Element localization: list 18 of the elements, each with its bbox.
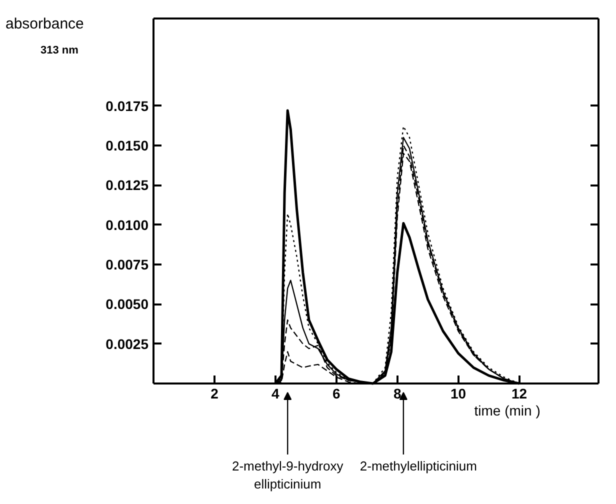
x-tick-label: 2 [210, 386, 219, 402]
y-tick-label: 0.0100 [106, 216, 149, 233]
y-tick-label: 0.0125 [106, 177, 149, 194]
x-tick-label: 10 [450, 386, 466, 402]
y-tick-label: 0.0175 [106, 98, 149, 114]
x-tick-label: 4 [272, 386, 280, 402]
y-axis-title: absorbance [6, 16, 84, 32]
x-tick-label: 6 [332, 386, 340, 402]
y-tick-label: 0.0075 [106, 256, 149, 272]
x-axis-title: time (min ) [474, 402, 540, 418]
y-tick-label: 0.0050 [106, 296, 149, 312]
x-tick-label: 12 [511, 386, 528, 402]
text: 2-methyl-9-hydroxy ellipticinium [232, 458, 344, 492]
x-tick-label: 8 [393, 386, 402, 402]
text: 2-methylellipticinium [360, 458, 477, 474]
text: 313 nm [40, 44, 79, 56]
y-tick-label: 0.0150 [106, 137, 149, 154]
y-tick-label: 0.0025 [106, 336, 149, 352]
